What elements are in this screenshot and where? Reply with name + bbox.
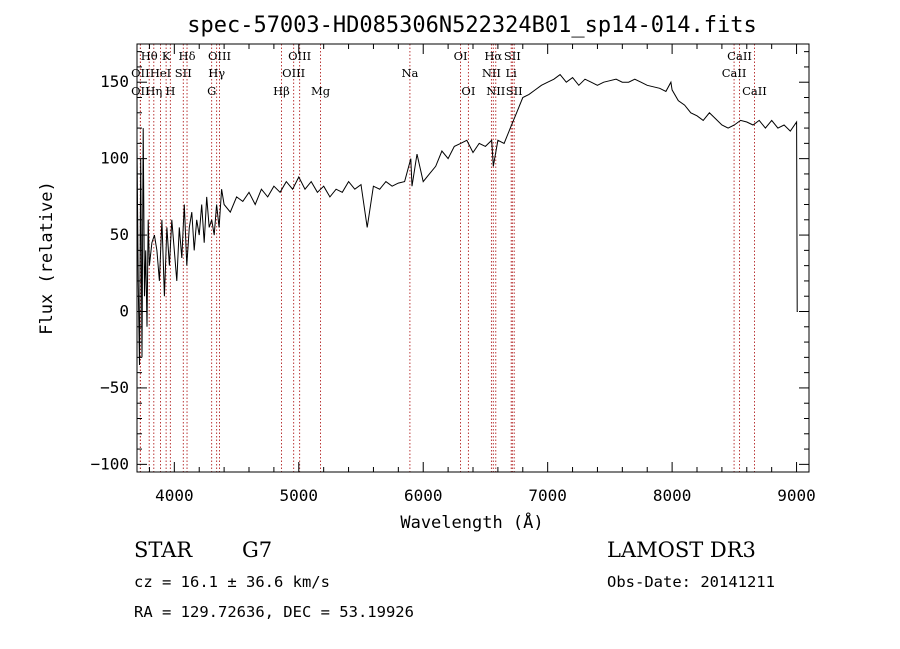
x-tick-label: 4000	[155, 486, 194, 505]
spectral-line-label: NII	[482, 66, 501, 80]
spectral-line-markers	[139, 44, 755, 472]
spectral-line-labels: OIIOIIHθHηHeIKHSIIHδGHγOIIIHβOIIIOIIIMgN…	[131, 49, 767, 98]
spectral-line-label: OI	[461, 84, 475, 98]
spectral-line-label: Hη	[145, 84, 162, 98]
object-subclass: G7	[242, 538, 273, 562]
spectral-line-label: Hθ	[141, 49, 158, 63]
x-axis-label: Wavelength (Å)	[400, 511, 543, 533]
spectral-line-label: OIII	[208, 49, 231, 63]
spectral-line-label: OI	[454, 49, 468, 63]
spectral-line-label: SII	[175, 66, 192, 80]
y-tick-label: 50	[110, 225, 129, 244]
spectral-line-label: CaII	[722, 66, 747, 80]
spectral-line-label: OII	[131, 84, 150, 98]
spectral-line-label: Hα	[484, 49, 502, 63]
plot-frame	[136, 43, 810, 473]
redshift-readout: cz = 16.1 ± 36.6 km/s	[134, 573, 330, 591]
object-class: STAR	[134, 538, 193, 562]
x-tick-label: 7000	[528, 486, 567, 505]
x-tick-label: 5000	[280, 486, 319, 505]
y-tick-label: 150	[100, 72, 129, 91]
observation-date: Obs-Date: 20141211	[607, 573, 775, 591]
spectral-line-label: Mg	[311, 84, 331, 98]
spectral-line-label: NII	[486, 84, 505, 98]
spectral-line-label: SII	[506, 84, 523, 98]
y-tick-label: −50	[100, 378, 129, 397]
x-axis: 4000 5000 6000 7000 8000 9000	[148, 44, 816, 505]
chart-title: spec-57003-HD085306N522324B01_sp14-014.f…	[187, 13, 757, 38]
spectral-line-label: Hγ	[208, 66, 225, 80]
spectral-line-label: Li	[506, 66, 518, 80]
y-tick-label: −100	[90, 454, 129, 473]
spectral-line-label: SII	[504, 49, 521, 63]
spectral-line-label: OIII	[288, 49, 311, 63]
y-axis: −100 −50 0 50 100 150	[90, 51, 809, 473]
y-axis-label: Flux (relative)	[37, 181, 57, 335]
x-tick-label: 8000	[653, 486, 692, 505]
spectral-line-label: OII	[131, 66, 150, 80]
spectral-line-label: CaII	[742, 84, 767, 98]
survey-name: LAMOST DR3	[607, 538, 756, 562]
y-tick-label: 0	[119, 302, 129, 321]
spectral-line-label: Na	[401, 66, 418, 80]
spectral-line-label: CaII	[727, 49, 752, 63]
flux-series-line	[136, 73, 798, 366]
coordinates-readout: RA = 129.72636, DEC = 53.19926	[134, 603, 414, 621]
x-tick-label: 9000	[777, 486, 816, 505]
spectral-line-label: G	[207, 84, 216, 98]
spectral-line-label: HeI	[150, 66, 171, 80]
spectral-line-label: Hδ	[179, 49, 196, 63]
y-tick-label: 100	[100, 149, 129, 168]
spectral-line-label: H	[165, 84, 175, 98]
spectral-line-label: Hβ	[273, 84, 290, 98]
x-tick-label: 6000	[404, 486, 443, 505]
spectral-line-label: OIII	[282, 66, 305, 80]
spectral-line-label: K	[162, 49, 171, 63]
